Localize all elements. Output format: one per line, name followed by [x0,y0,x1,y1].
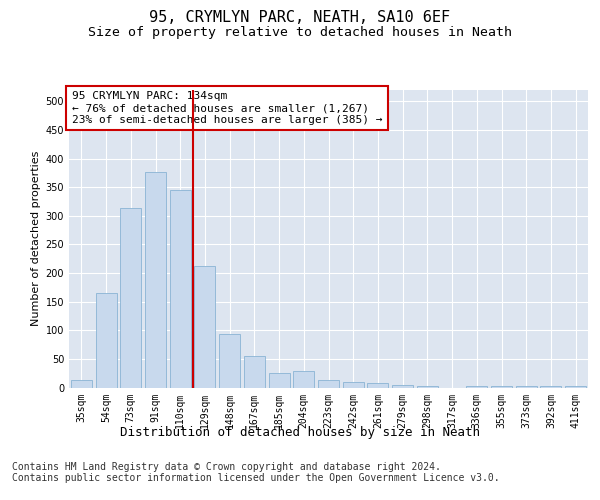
Y-axis label: Number of detached properties: Number of detached properties [31,151,41,326]
Bar [219,334,240,388]
Bar [145,172,166,388]
Bar [516,386,537,388]
Bar [71,380,92,388]
Bar [367,383,388,388]
Bar [541,386,562,388]
Bar [343,382,364,388]
Text: 95 CRYMLYN PARC: 134sqm
← 76% of detached houses are smaller (1,267)
23% of semi: 95 CRYMLYN PARC: 134sqm ← 76% of detache… [71,92,382,124]
Bar [466,386,487,388]
Bar [417,386,438,388]
Bar [491,386,512,388]
Bar [170,190,191,388]
Text: Distribution of detached houses by size in Neath: Distribution of detached houses by size … [120,426,480,439]
Bar [120,208,141,388]
Bar [293,372,314,388]
Bar [392,384,413,388]
Bar [194,266,215,388]
Bar [318,380,339,388]
Bar [95,293,116,388]
Bar [244,356,265,388]
Text: Contains HM Land Registry data © Crown copyright and database right 2024.
Contai: Contains HM Land Registry data © Crown c… [12,462,500,483]
Bar [565,386,586,388]
Bar [269,373,290,388]
Text: Size of property relative to detached houses in Neath: Size of property relative to detached ho… [88,26,512,39]
Text: 95, CRYMLYN PARC, NEATH, SA10 6EF: 95, CRYMLYN PARC, NEATH, SA10 6EF [149,10,451,25]
